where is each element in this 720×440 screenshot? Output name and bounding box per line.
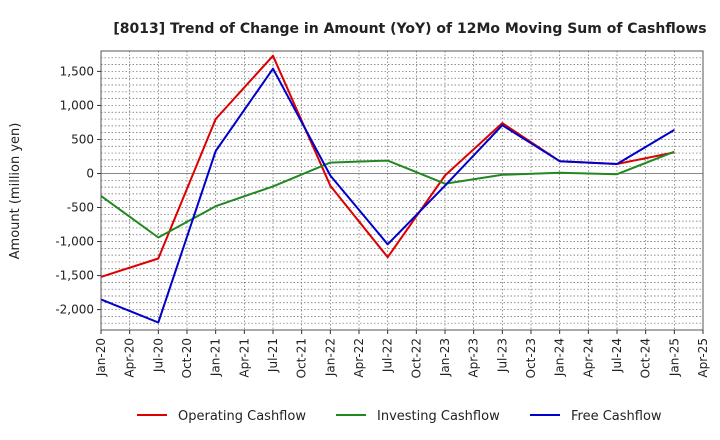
x-tick-label: Jan-25: [667, 338, 681, 377]
x-tick-label: Jul-20: [151, 338, 165, 373]
y-tick-label: 1,500: [60, 64, 94, 78]
x-ticks: Jan-20 Apr-20 Jul-20 Oct-20 Jan-21 Apr-21 Jul-…: [94, 330, 710, 378]
x-tick-label: Apr-21: [237, 338, 251, 378]
y-tick-label: -2,000: [55, 303, 94, 317]
x-tick-label: Oct-22: [409, 338, 423, 378]
x-tick-label: Oct-21: [295, 338, 309, 378]
x-tick-label: Jan-21: [209, 338, 223, 377]
y-tick-label: 1,000: [60, 98, 94, 112]
y-ticks: -2,000 -1,500 -1,000 -500 0 500 1,000 1,500: [55, 64, 101, 317]
x-tick-label: Jan-20: [94, 338, 108, 377]
x-tick-label: Jul-22: [381, 338, 395, 373]
x-tick-label: Jan-23: [438, 338, 452, 377]
legend-label-investing-cashflow: Investing Cashflow: [377, 409, 500, 424]
x-tick-label: Apr-22: [352, 338, 366, 378]
chart-title: [8013] Trend of Change in Amount (YoY) o…: [113, 21, 706, 37]
y-tick-label: -1,500: [55, 269, 94, 283]
y-tick-label: -1,000: [55, 235, 94, 249]
legend-label-free-cashflow: Free Cashflow: [571, 409, 662, 424]
x-tick-label: Oct-20: [180, 338, 194, 378]
series-line-investing-cashflow: [100, 150, 675, 239]
y-axis-label: Amount (million yen): [8, 123, 23, 260]
grid: [100, 50, 704, 331]
y-tick-label: 0: [86, 166, 94, 180]
y-tick-label: -500: [67, 201, 94, 215]
x-tick-label: Apr-25: [696, 338, 710, 378]
series-line-free-cashflow: [100, 67, 675, 324]
legend: Operating Cashflow Investing Cashflow Free…: [137, 409, 662, 424]
x-tick-label: Apr-23: [467, 338, 481, 378]
x-tick-label: Jan-22: [323, 338, 337, 377]
x-tick-label: Jul-24: [610, 338, 624, 373]
series-group: [100, 54, 675, 324]
plot-frame: [100, 50, 704, 331]
legend-label-operating-cashflow: Operating Cashflow: [178, 409, 306, 424]
x-tick-label: Oct-24: [639, 338, 653, 378]
y-tick-label: 500: [71, 132, 94, 146]
x-tick-label: Jul-23: [495, 338, 509, 373]
x-tick-label: Apr-24: [581, 338, 595, 378]
x-tick-label: Jan-24: [553, 338, 567, 377]
x-tick-label: Apr-20: [123, 338, 137, 378]
x-tick-label: Jul-21: [266, 338, 280, 373]
x-tick-label: Oct-23: [524, 338, 538, 378]
